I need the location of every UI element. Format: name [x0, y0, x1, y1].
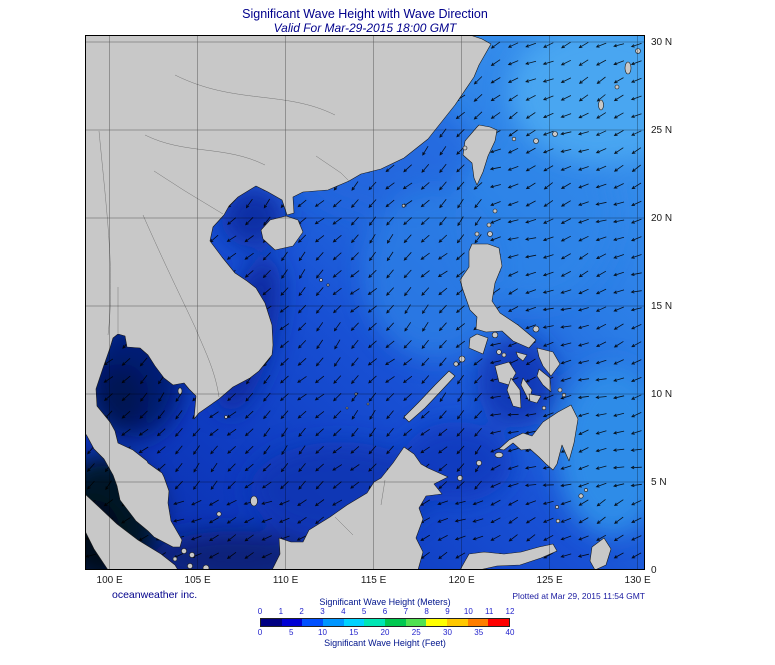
lon-label: 125 E: [536, 575, 563, 586]
grid-layer: [85, 35, 645, 571]
chart-subtitle: Valid For Mar-29-2015 18:00 GMT: [273, 21, 457, 35]
lat-label: 25 N: [651, 125, 673, 137]
colorbar-segment: [281, 619, 303, 626]
lat-label: 5 N: [651, 477, 667, 489]
lon-label: 105 E: [184, 575, 211, 586]
lon-label: 130 E: [624, 575, 651, 586]
colorbar-segment: [405, 619, 427, 626]
land-sulawesi: [459, 543, 558, 571]
colorbar-segment: [343, 619, 365, 626]
land-mindoro: [468, 333, 489, 355]
lat-label: 0: [651, 565, 657, 577]
credit-oceanweather: oceanweather inc.: [112, 589, 198, 601]
land-palawan: [403, 370, 456, 423]
land-bohol: [528, 393, 542, 404]
chart-title: Significant Wave Height with Wave Direct…: [242, 7, 488, 21]
lat-label: 30 N: [651, 37, 673, 49]
colorbar-segment: [447, 619, 468, 626]
colorbar-segment: [385, 619, 406, 626]
feet-tick: 40: [505, 628, 515, 637]
colorbar: [260, 618, 510, 627]
river-lines: [98, 74, 386, 536]
land-mainland-asia: [84, 34, 492, 548]
meters-tick: 0: [257, 607, 263, 616]
land-layer: [84, 34, 641, 572]
meters-tick: 9: [445, 607, 450, 616]
lon-label: 120 E: [448, 575, 475, 586]
land-luzon: [459, 243, 537, 349]
colorbar-segment: [488, 619, 510, 626]
feet-tick: 15: [349, 628, 359, 637]
colorbar-segment: [426, 619, 448, 626]
colorbar-segment: [364, 619, 386, 626]
land-borneo: [271, 446, 449, 571]
wave-height-shading: [85, 35, 645, 570]
colorbar-segment: [302, 619, 324, 626]
lon-label: 100 E: [96, 575, 123, 586]
legend-feet-ticks: 0 5 10 15 20 25 30 35 40: [257, 628, 515, 638]
meters-tick: 10: [463, 607, 473, 616]
lon-label: 115 E: [360, 575, 387, 586]
feet-tick: 5: [289, 628, 294, 637]
meters-tick: 5: [361, 607, 367, 616]
small-islands: [172, 48, 641, 572]
legend-title-meters: Significant Wave Height (Meters): [319, 597, 451, 607]
meters-tick: 8: [424, 607, 429, 616]
feet-tick: 20: [380, 628, 390, 637]
meters-tick: 6: [382, 607, 388, 616]
land-halmahera: [589, 537, 612, 571]
meters-tick: 12: [505, 607, 515, 616]
colorbar-segment: [261, 619, 282, 626]
meters-tick: 7: [403, 607, 409, 616]
feet-tick: 35: [474, 628, 484, 637]
land-leyte: [536, 368, 552, 393]
lat-label: 10 N: [651, 389, 673, 401]
land-sumatra: [84, 493, 179, 571]
feet-tick: 10: [318, 628, 327, 637]
lon-label: 110 E: [272, 575, 299, 586]
meters-tick: 11: [485, 607, 494, 616]
feet-tick: 25: [411, 628, 421, 637]
feet-tick: 30: [443, 628, 452, 637]
land-negros: [506, 377, 522, 409]
meters-tick: 1: [278, 607, 284, 616]
land-mindanao: [498, 404, 579, 471]
meters-tick: 4: [341, 607, 346, 616]
credit-plotted-at: Plotted at Mar 29, 2015 11:54 GMT: [512, 591, 645, 601]
land-hainan: [260, 215, 304, 251]
meters-tick: 3: [320, 607, 325, 616]
land-masbate: [515, 351, 528, 362]
legend-meters-ticks: 0 1 2 3 4 5 6 7 8 9 10 11 12: [257, 607, 515, 617]
map-border: [85, 35, 645, 570]
lat-label: 15 N: [651, 301, 673, 313]
land-samar: [536, 347, 561, 377]
wave-map: [84, 34, 645, 572]
lat-label: 20 N: [651, 213, 673, 225]
map-area: [84, 34, 645, 572]
meters-tick: 2: [299, 607, 304, 616]
legend-title-feet: Significant Wave Height (Feet): [324, 638, 446, 648]
colorbar-segment: [467, 619, 489, 626]
feet-tick: 0: [257, 628, 263, 637]
colorbar-segment: [323, 619, 344, 626]
